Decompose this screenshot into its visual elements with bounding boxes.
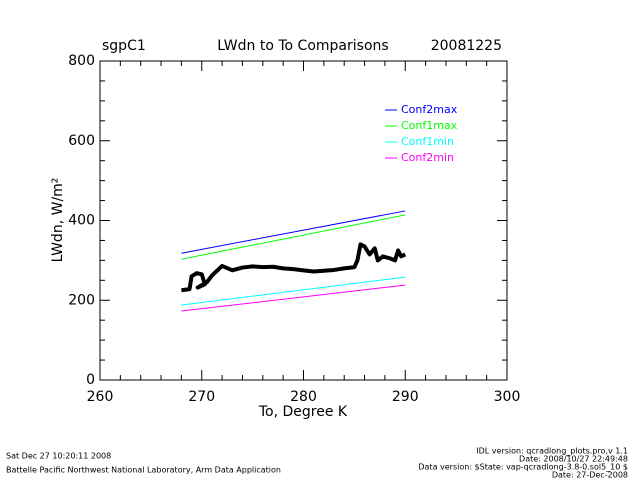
x-tick-label: 270 [188, 389, 215, 405]
x-tick-label: 280 [290, 389, 317, 405]
site-label: sgpC1 [102, 38, 146, 54]
legend-label: Conf2max [401, 103, 458, 116]
y-tick-label: 600 [68, 133, 95, 149]
y-tick-label: 800 [68, 53, 95, 69]
x-tick-label: 290 [392, 389, 419, 405]
y-tick-label: 400 [68, 213, 95, 229]
footer-right: Date: 27-Dec-2008 [552, 471, 628, 480]
y-tick-label: 200 [68, 292, 95, 308]
data-line [181, 284, 406, 312]
footer-left: Sat Dec 27 10:20:11 2008 [6, 452, 111, 461]
date-label: 20081225 [431, 38, 502, 54]
y-axis-label: LWdn, W/m² [50, 178, 66, 263]
x-tick-label: 260 [87, 389, 114, 405]
x-axis-label: To, Degree K [258, 404, 348, 420]
data-line [181, 210, 406, 254]
data-line [181, 214, 406, 260]
footer-right: IDL version: qcradlong_plots.pro,v 1.1 [476, 447, 628, 456]
footer-left: Battelle Pacific Northwest National Labo… [6, 466, 281, 475]
data-line [181, 276, 406, 306]
legend-label: Conf2min [401, 151, 454, 164]
data-line [181, 242, 407, 293]
x-tick-label: 300 [494, 389, 521, 405]
footer-right: Data version: $State: vap-qcradlong-3.8-… [418, 463, 628, 472]
chart-title: LWdn to To Comparisons [217, 38, 388, 54]
legend-label: Conf1max [401, 119, 458, 132]
y-tick-label: 0 [86, 372, 95, 388]
footer-right: Date: 2008/10/27 22:49:48 [519, 455, 628, 464]
legend-label: Conf1min [401, 135, 454, 148]
